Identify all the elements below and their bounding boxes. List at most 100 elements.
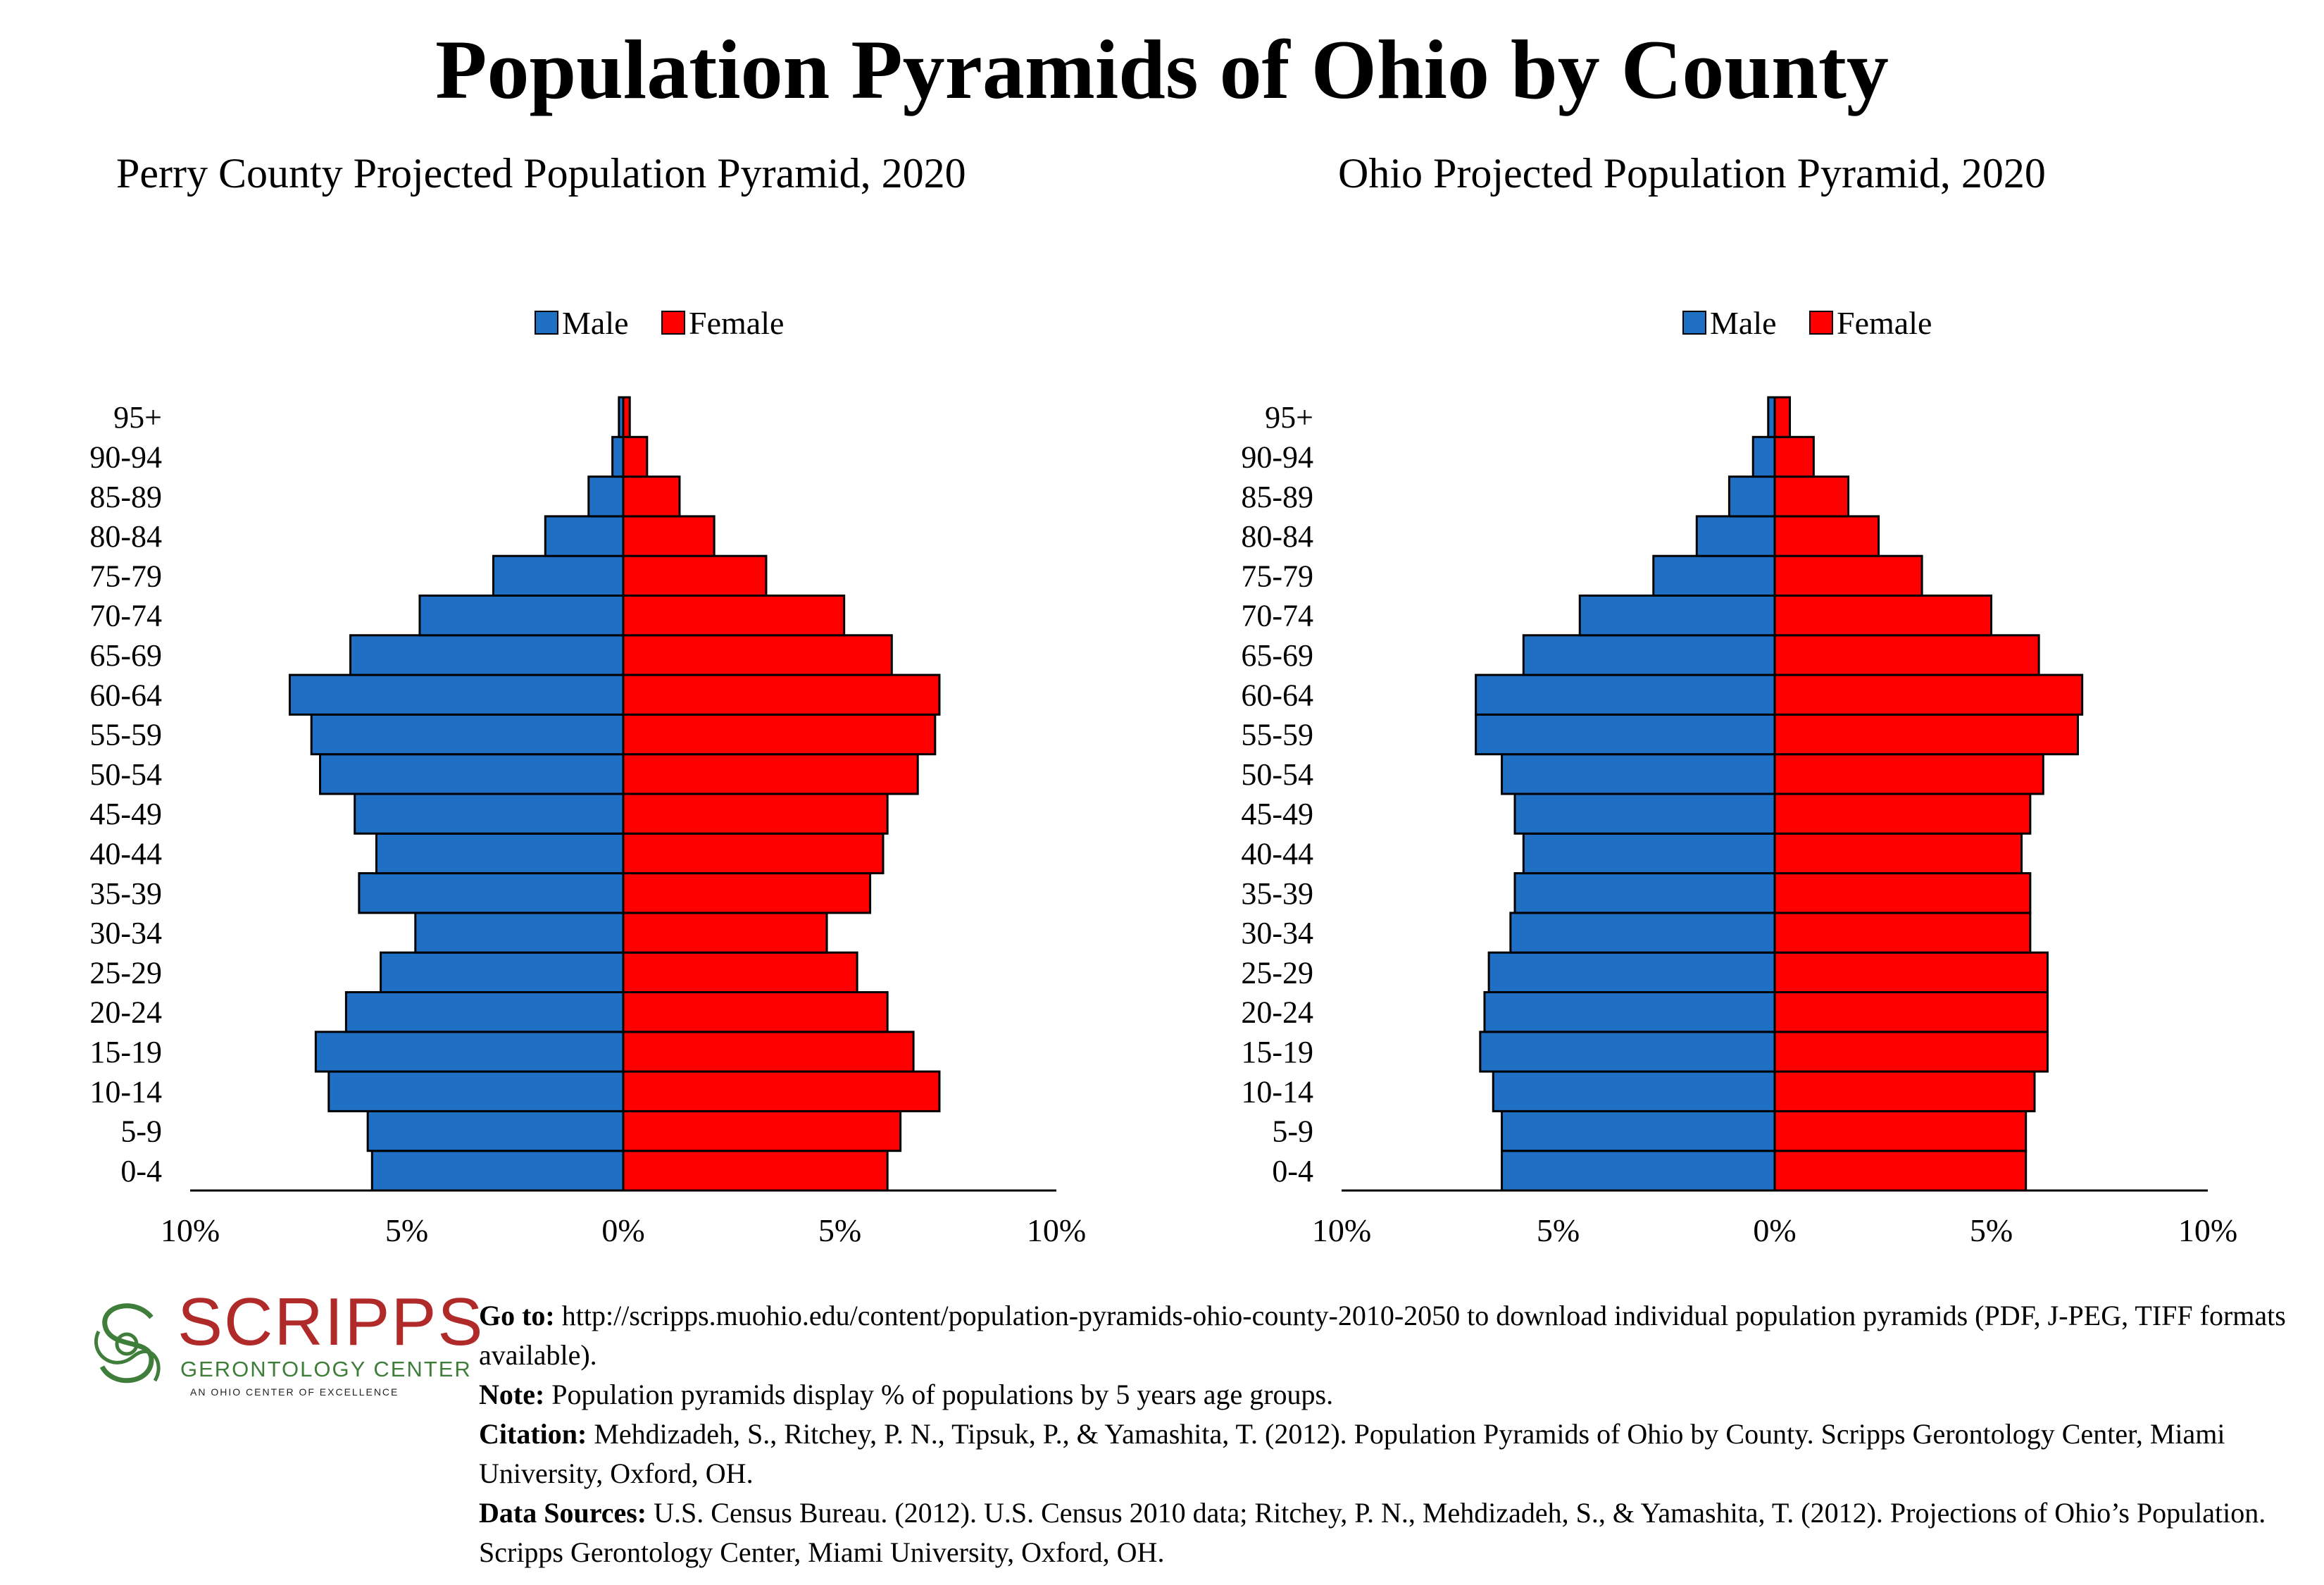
citation-label: Citation: [479, 1418, 587, 1450]
perry-male-bar-10-14 [327, 1070, 625, 1112]
ohio-age-label-5-9: 5-9 [1272, 1114, 1313, 1149]
ohio-male-bar-55-59 [1475, 713, 1776, 756]
logo-tagline: AN OHIO CENTER OF EXCELLENCE [190, 1386, 399, 1398]
ohio-female-bar-95+ [1773, 396, 1792, 438]
ohio-age-label-75-79: 75-79 [1241, 559, 1313, 593]
ohio-age-label-40-44: 40-44 [1241, 836, 1313, 871]
perry-male-bar-15-19 [314, 1031, 625, 1073]
ohio-male-bar-75-79 [1652, 554, 1776, 597]
perry-age-label-75-79: 75-79 [89, 559, 162, 593]
scripps-logo-mark-icon [94, 1303, 161, 1384]
perry-age-label-0-4: 0-4 [120, 1154, 162, 1188]
ohio-age-label-95+: 95+ [1265, 400, 1313, 435]
perry-female-bar-40-44 [622, 832, 885, 875]
perry-female-bar-30-34 [622, 912, 828, 954]
perry-male-bar-55-59 [310, 713, 625, 756]
perry-female-bar-70-74 [622, 595, 846, 637]
perry-age-label-10-14: 10-14 [89, 1074, 162, 1109]
perry-age-label-5-9: 5-9 [120, 1114, 162, 1149]
ohio-age-label-70-74: 70-74 [1241, 599, 1313, 633]
ohio-age-label-55-59: 55-59 [1241, 718, 1313, 752]
perry-male-bar-20-24 [344, 991, 625, 1033]
ohio-male-bar-10-14 [1492, 1070, 1776, 1112]
ohio-age-label-35-39: 35-39 [1241, 876, 1313, 911]
perry-age-label-95+: 95+ [113, 400, 162, 435]
perry-female-bar-85-89 [622, 476, 681, 518]
perry-female-bar-55-59 [622, 713, 937, 756]
perry-male-bar-70-74 [418, 595, 625, 637]
perry-female-bar-35-39 [622, 872, 872, 914]
perry-age-label-65-69: 65-69 [89, 638, 162, 673]
sources-label: Data Sources: [479, 1497, 647, 1529]
ohio-female-bar-85-89 [1773, 476, 1850, 518]
ohio-age-label-30-34: 30-34 [1241, 916, 1313, 950]
perry-x-tick-4: 10% [1027, 1212, 1086, 1248]
ohio-female-bar-30-34 [1773, 912, 2032, 954]
perry-male-bar-80-84 [544, 515, 625, 557]
ohio-x-tick-0: 10% [1312, 1212, 1371, 1248]
goto-note: Go to: http://scripps.muohio.edu/content… [479, 1296, 2310, 1375]
perry-female-bar-80-84 [622, 515, 716, 557]
perry-female-bar-50-54 [622, 753, 919, 795]
perry-age-label-90-94: 90-94 [89, 440, 162, 474]
logo-subtitle: GERONTOLOGY CENTER [180, 1357, 472, 1381]
perry-age-label-15-19: 15-19 [89, 1035, 162, 1069]
ohio-male-bar-25-29 [1487, 951, 1776, 993]
ohio-male-bar-60-64 [1475, 673, 1776, 716]
ohio-male-bar-85-89 [1728, 476, 1776, 518]
perry-male-bar-85-89 [587, 476, 625, 518]
goto-label: Go to: [479, 1300, 555, 1331]
ohio-female-bar-10-14 [1773, 1070, 2036, 1112]
perry-age-label-40-44: 40-44 [89, 836, 162, 871]
logo-wordmark: SCRIPPS [177, 1284, 485, 1360]
perry-female-bar-75-79 [622, 554, 768, 597]
perry-x-tick-3: 5% [818, 1212, 861, 1248]
perry-female-bar-5-9 [622, 1110, 902, 1152]
perry-female-bar-60-64 [622, 673, 941, 716]
ohio-chart-title: Ohio Projected Population Pyramid, 2020 [1338, 150, 2046, 197]
ohio-female-bar-90-94 [1773, 435, 1815, 478]
footnotes: Go to: http://scripps.muohio.edu/content… [479, 1296, 2310, 1572]
perry-age-label-85-89: 85-89 [89, 480, 162, 514]
perry-legend-female-label: Female [689, 305, 784, 341]
ohio-female-bar-0-4 [1773, 1150, 2028, 1192]
perry-age-label-70-74: 70-74 [89, 599, 162, 633]
citation-note: Citation: Mehdizadeh, S., Ritchey, P. N.… [479, 1415, 2310, 1493]
perry-age-label-30-34: 30-34 [89, 916, 162, 950]
pyramid-charts: Male Female 0-4 5-9 10-14 15-19 20-24 25-29 30-3… [89, 305, 2237, 1248]
perry-legend-male-label: Male [562, 305, 629, 341]
perry-x-tick-1: 5% [385, 1212, 428, 1248]
perry-female-bar-0-4 [622, 1150, 889, 1192]
ohio-age-label-0-4: 0-4 [1272, 1154, 1313, 1188]
ohio-age-label-20-24: 20-24 [1241, 995, 1313, 1030]
ohio-age-label-10-14: 10-14 [1241, 1074, 1313, 1109]
ohio-x-tick-4: 10% [2178, 1212, 2237, 1248]
ohio-legend-male-swatch [1682, 311, 1706, 335]
ohio-female-bar-5-9 [1773, 1110, 2028, 1152]
perry-female-bar-95+ [622, 396, 631, 438]
ohio-male-bar-15-19 [1479, 1031, 1776, 1073]
ohio-male-bar-50-54 [1501, 753, 1776, 795]
ohio-male-bar-0-4 [1501, 1150, 1776, 1192]
perry-female-bar-15-19 [622, 1031, 915, 1073]
ohio-male-bar-40-44 [1522, 832, 1776, 875]
ohio-age-label-65-69: 65-69 [1241, 638, 1313, 673]
ohio-age-label-15-19: 15-19 [1241, 1035, 1313, 1069]
ohio-age-label-85-89: 85-89 [1241, 480, 1313, 514]
sources-note: Data Sources: U.S. Census Bureau. (2012)… [479, 1493, 2310, 1572]
sources-text: U.S. Census Bureau. (2012). U.S. Census … [479, 1497, 2266, 1568]
perry-male-bar-75-79 [492, 554, 625, 597]
ohio-female-bar-20-24 [1773, 991, 2049, 1033]
perry-age-label-50-54: 50-54 [89, 757, 162, 792]
ohio-female-bar-65-69 [1773, 634, 2040, 676]
ohio-age-label-80-84: 80-84 [1241, 519, 1313, 554]
ohio-female-bar-55-59 [1773, 713, 2079, 756]
ohio-female-bar-40-44 [1773, 832, 2023, 875]
ohio-male-bar-65-69 [1522, 634, 1776, 676]
perry-female-bar-90-94 [622, 435, 649, 478]
note-text: Population pyramids display % of populat… [544, 1379, 1334, 1410]
perry-age-label-35-39: 35-39 [89, 876, 162, 911]
ohio-male-bar-20-24 [1483, 991, 1776, 1033]
ohio-age-label-25-29: 25-29 [1241, 955, 1313, 990]
ohio-female-bar-75-79 [1773, 554, 1923, 597]
